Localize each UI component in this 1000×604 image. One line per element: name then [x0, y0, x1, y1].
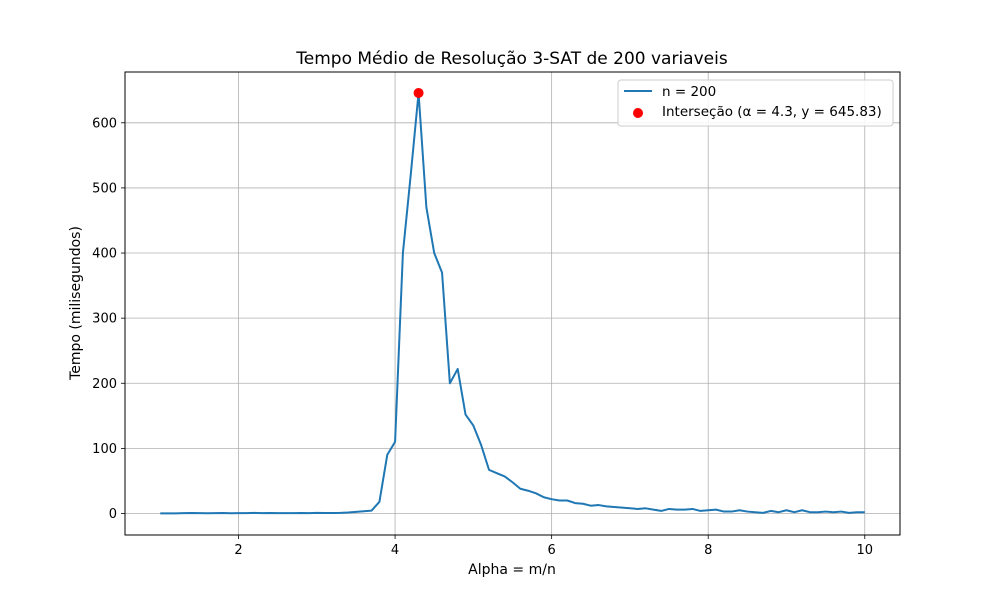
x-tick-label: 8 [704, 543, 712, 558]
intersection-point [413, 87, 424, 98]
y-tick-label: 0 [109, 507, 117, 522]
x-tick-label: 4 [391, 543, 399, 558]
legend-box [617, 79, 894, 127]
legend: n = 200 Interseção (α = 4.3, y = 645.83) [617, 79, 894, 127]
x-axis-label: Alpha = m/n [468, 562, 556, 578]
x-tick-label: 2 [234, 543, 242, 558]
grid-lines [125, 72, 900, 535]
plot-frame [124, 71, 901, 536]
y-axis-label: Tempo (milisegundos) [68, 226, 84, 381]
legend-label-series: n = 200 [662, 84, 716, 100]
y-tick-label: 400 [92, 247, 117, 262]
legend-marker-swatch [633, 108, 643, 118]
x-tick-label: 6 [548, 543, 556, 558]
y-tick-label: 200 [92, 377, 117, 392]
series-layer [160, 87, 865, 515]
y-tick-label: 100 [92, 442, 117, 457]
chart-title: Tempo Médio de Resolução 3-SAT de 200 va… [295, 49, 728, 69]
y-tick-label: 600 [92, 116, 117, 131]
series-line [160, 91, 865, 515]
y-tick-label: 300 [92, 312, 117, 327]
x-tick-label: 10 [856, 543, 873, 558]
legend-label-highlight: Interseção (α = 4.3, y = 645.83) [662, 104, 882, 120]
y-tick-label: 500 [92, 181, 117, 196]
